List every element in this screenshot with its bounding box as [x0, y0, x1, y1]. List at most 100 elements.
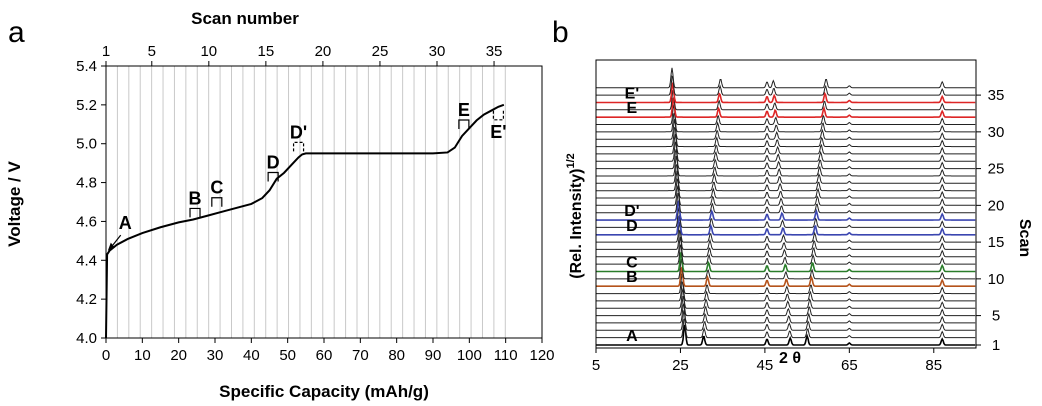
x-tick-label: 100	[457, 347, 482, 364]
xrd-trace	[596, 310, 976, 331]
annotation-label: A	[119, 213, 132, 233]
x-axis-title-b: 2 θ	[779, 350, 801, 367]
top-axis-title: Scan number	[191, 9, 299, 28]
top-tick-label: 25	[372, 43, 389, 60]
top-tick-label: 1	[102, 43, 110, 60]
arrow-head	[107, 242, 115, 251]
scan-marker-label: B	[626, 269, 638, 286]
scan-tick-label: 35	[988, 87, 1005, 104]
annotation-label: D	[267, 152, 280, 172]
xrd-trace	[596, 324, 976, 346]
top-tick-label: 20	[315, 43, 332, 60]
voltage-line	[105, 103, 505, 339]
x-tick-label: 90	[425, 347, 442, 364]
scan-marker-label: E'	[625, 85, 639, 102]
xrd-trace	[596, 67, 976, 89]
top-tick-label: 10	[200, 43, 217, 60]
panel-b-label: b	[552, 16, 569, 49]
x-tick-label-b: 5	[592, 357, 600, 374]
xrd-trace	[596, 141, 976, 162]
annotation-bracket	[292, 141, 305, 152]
annotation-label: E'	[490, 122, 506, 142]
xrd-patterns	[596, 67, 976, 346]
xrd-trace	[596, 90, 976, 111]
xrd-trace	[596, 148, 976, 170]
scan-tick-label: 15	[988, 234, 1005, 251]
y-axis-title: Voltage / V	[5, 161, 24, 247]
x-tick-label: 40	[243, 347, 260, 364]
y-tick-label: 4.4	[76, 252, 97, 269]
xrd-trace	[596, 288, 976, 309]
xrd-trace	[596, 111, 976, 133]
annotation-bracket	[211, 197, 223, 207]
scan-tick-label: 25	[988, 161, 1005, 178]
y-tick-label: 5.4	[76, 58, 97, 75]
x-tick-label: 30	[207, 347, 224, 364]
xrd-trace	[596, 133, 976, 155]
x-tick-label: 70	[352, 347, 369, 364]
xrd-trace	[596, 104, 976, 125]
panel-a: a Scan number Specific Capacity (mAh/g) …	[5, 9, 555, 401]
panel-b: b 2 θ (Rel. Intensity)1/2 Scan 5 25 45 65 85…	[552, 16, 1033, 374]
annotation-bracket	[189, 207, 201, 218]
xrd-trace	[596, 265, 976, 287]
scan-tick-label: 5	[992, 308, 1000, 325]
xrd-trace	[596, 295, 976, 317]
xrd-trace	[596, 75, 976, 96]
xrd-trace	[596, 170, 976, 192]
xrd-trace	[596, 251, 976, 273]
y-tick-label: 4.2	[76, 291, 97, 308]
axis-ticks: 0 10 20 30 40 50 60 70 80 90 100 110 1204.04.24.44.6…	[76, 43, 554, 364]
xrd-trace	[596, 236, 976, 258]
top-tick-label: 5	[148, 43, 156, 60]
scan-marker-label: C	[626, 255, 638, 272]
xrd-trace	[596, 97, 976, 118]
xrd-trace	[596, 213, 976, 236]
xrd-trace	[596, 244, 976, 265]
plot-frame-a	[105, 65, 543, 339]
annotation-bracket	[458, 119, 470, 130]
x-tick-label-b: 25	[672, 357, 689, 374]
annotation-label: D'	[290, 122, 307, 142]
xrd-trace	[596, 200, 976, 221]
scan-labels: A BC DD' EE'	[624, 85, 639, 345]
scan-marker-label: D'	[624, 203, 639, 220]
xrd-trace	[596, 126, 976, 148]
voltage-curve	[105, 103, 505, 339]
annotation-label: E	[458, 100, 470, 120]
xrd-trace	[596, 229, 976, 250]
x-tick-label-b: 45	[757, 357, 774, 374]
x-tick-label-b: 65	[841, 357, 858, 374]
x-tick-label: 20	[170, 347, 187, 364]
xrd-trace	[596, 82, 976, 104]
xrd-trace	[596, 185, 976, 206]
xrd-trace	[596, 119, 976, 140]
scan-marker-label: A	[626, 328, 638, 345]
panel-a-label: a	[8, 16, 25, 49]
x-tick-label: 50	[279, 347, 296, 364]
top-tick-label: 35	[486, 43, 503, 60]
scan-marker-label: D	[626, 218, 638, 235]
y-tick-label: 4.0	[76, 330, 97, 347]
annotation-label: C	[210, 178, 223, 198]
scan-tick-label: 20	[988, 197, 1005, 214]
xrd-trace	[596, 303, 976, 324]
xrd-trace	[596, 178, 976, 199]
xrd-trace	[596, 273, 976, 295]
y-tick-label: 5.2	[76, 97, 97, 114]
scan-tick-label: 10	[988, 271, 1005, 288]
x-tick-label: 80	[388, 347, 405, 364]
x-tick-label: 10	[134, 347, 151, 364]
scan-tick-label: 1	[992, 337, 1000, 354]
xrd-trace	[596, 163, 976, 184]
scan-gridlines	[105, 66, 506, 338]
xrd-trace	[596, 193, 976, 214]
y-axis-title-b: (Rel. Intensity)1/2	[565, 153, 585, 279]
top-tick-label: 15	[258, 43, 275, 60]
y-tick-label: 4.8	[76, 175, 97, 192]
y-tick-label: 4.6	[76, 213, 97, 230]
xrd-trace	[596, 317, 976, 339]
x-tick-label: 110	[494, 347, 518, 364]
